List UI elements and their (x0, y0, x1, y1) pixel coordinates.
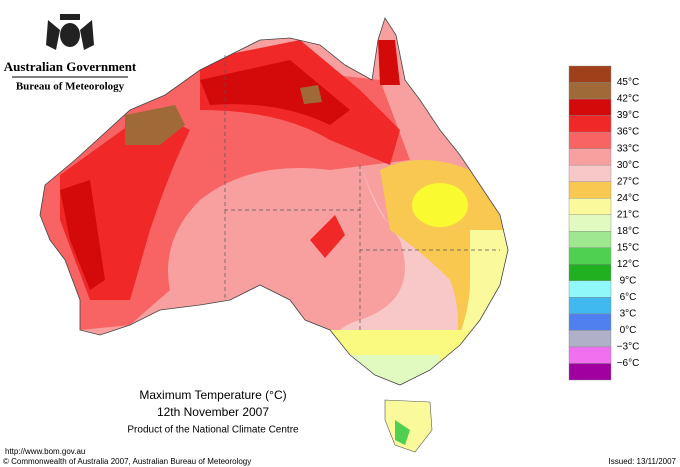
legend-label: −3°C (617, 342, 640, 353)
legend-swatch (568, 131, 612, 149)
legend-label: 15°C (617, 242, 639, 253)
legend-label: 27°C (617, 176, 639, 187)
url: http://www.bom.gov.au (5, 447, 85, 456)
legend-swatch (568, 214, 612, 232)
legend-swatch (568, 164, 612, 182)
legend-label: 9°C (620, 275, 637, 286)
legend-label: 6°C (620, 292, 637, 303)
legend-swatch (568, 363, 612, 381)
state-borders (224, 55, 500, 330)
legend: 45°C 42°C 39°C 36°C 33°C 30°C 27°C 24°C 21°C 18°C… (568, 65, 640, 381)
legend-label: 33°C (617, 143, 639, 154)
copyright: © Commonwealth of Australia 2007, Austra… (3, 457, 251, 466)
map-date: 12th November 2007 (157, 405, 269, 419)
legend-label: 0°C (620, 325, 637, 336)
tasmania-cool (395, 420, 410, 445)
legend-swatch (568, 198, 612, 215)
legend-swatch (568, 346, 612, 364)
legend-label: 42°C (617, 94, 639, 105)
legend-swatch (568, 297, 612, 315)
legend-swatch (568, 82, 612, 100)
legend-label: 3°C (620, 309, 637, 320)
legend-swatch (568, 148, 612, 166)
tasmania (384, 399, 433, 453)
legend-swatch (568, 280, 612, 298)
legend-swatch (568, 65, 612, 83)
legend-label: 45°C (617, 77, 639, 88)
legend-label: 39°C (617, 110, 639, 121)
crest (46, 14, 94, 50)
legend-swatch (568, 313, 612, 331)
legend-swatch (568, 330, 612, 348)
legend-swatch (568, 98, 612, 116)
government: Australian Government (4, 59, 137, 74)
legend-swatch (568, 231, 612, 248)
legend-label: −6°C (617, 358, 640, 369)
legend-swatch (568, 264, 612, 282)
legend-label: 12°C (617, 259, 639, 270)
legend-swatch (568, 115, 612, 133)
coastline (39, 17, 509, 386)
legend-label: 36°C (617, 127, 639, 138)
issued: Issued: 13/11/2007 (609, 457, 677, 466)
legend-label: 30°C (617, 160, 639, 171)
legend-label: 24°C (617, 193, 639, 204)
legend-label: 21°C (617, 209, 639, 220)
legend-swatch (568, 247, 612, 265)
map-title: Maximum Temperature (°C) (139, 388, 286, 402)
map-product: Product of the National Climate Centre (127, 425, 299, 436)
legend-swatch (568, 181, 612, 199)
agency: Bureau of Meteorology (16, 81, 125, 93)
legend-label: 18°C (617, 226, 639, 237)
